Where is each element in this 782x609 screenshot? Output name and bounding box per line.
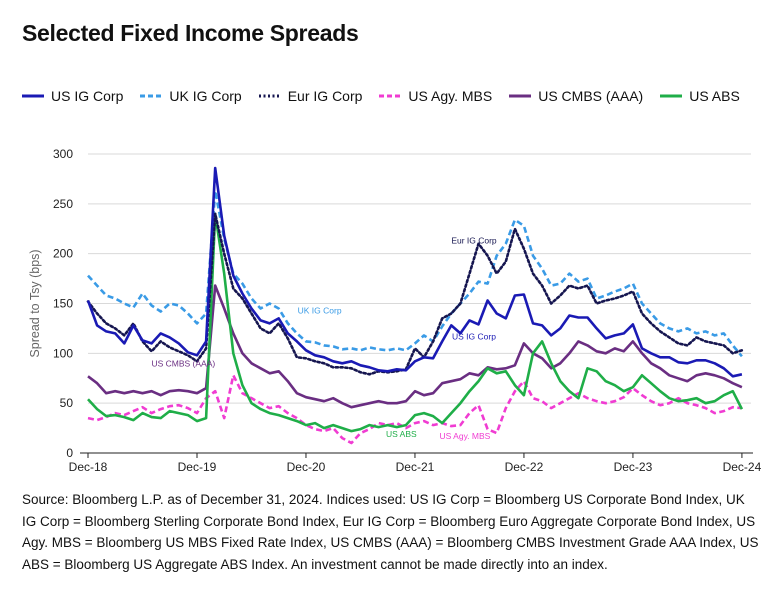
legend-item-uk-ig-corp: UK IG Corp <box>140 88 242 104</box>
annotation-label: US Agy. MBS <box>439 431 490 441</box>
legend-swatch-us-abs <box>660 94 683 98</box>
series-line-us-abs <box>87 212 744 433</box>
y-tick-label: 300 <box>53 147 73 161</box>
x-tick-label: Dec-24 <box>723 460 762 474</box>
x-tick-label: Dec-21 <box>396 460 435 474</box>
series-line-eur-ig-corp <box>86 212 744 376</box>
legend-label: US ABS <box>689 88 740 104</box>
legend-item-us-cmbs-aaa: US CMBS (AAA) <box>509 88 643 104</box>
y-tick-label: 50 <box>60 396 74 410</box>
legend-swatch-us-agy-mbs <box>379 94 402 98</box>
annotation-label: UK IG Corp <box>298 305 342 315</box>
x-tick-label: Dec-22 <box>505 460 544 474</box>
legend-label: UK IG Corp <box>169 88 242 104</box>
annotation-label: US CMBS (AAA) <box>151 358 215 368</box>
annotation-label: US IG Corp <box>452 331 496 341</box>
legend-item-us-ig-corp: US IG Corp <box>22 88 123 104</box>
series-line-uk-ig-corp <box>87 189 743 358</box>
legend-swatch-uk-ig-corp <box>140 94 163 98</box>
legend-swatch-eur-ig-corp <box>258 94 281 98</box>
legend-item-us-agy-mbs: US Agy. MBS <box>379 88 492 104</box>
legend-label: Eur IG Corp <box>287 88 363 104</box>
spreads-line-chart: 0 50 100 150 200 250 300 Dec-18 Dec-19 Dec-20 Dec-… <box>28 147 762 474</box>
y-tick-label: 150 <box>53 297 73 311</box>
y-tick-label: 0 <box>66 446 73 460</box>
x-tick-label: Dec-23 <box>614 460 653 474</box>
source-note: Source: Bloomberg L.P. as of December 31… <box>22 492 759 572</box>
chart-title: Selected Fixed Income Spreads <box>22 20 359 46</box>
legend-swatch-us-cmbs-aaa <box>509 94 532 98</box>
legend-label: US CMBS (AAA) <box>538 88 644 104</box>
y-tick-label: 200 <box>53 247 73 261</box>
annotation-label: Eur IG Corp <box>451 236 497 246</box>
chart-legend: US IG Corp UK IG Corp Eur IG Corp US Agy… <box>22 88 757 104</box>
legend-item-us-abs: US ABS <box>660 88 740 104</box>
legend-item-eur-ig-corp: Eur IG Corp <box>258 88 363 104</box>
series-line-us-agy-mbs <box>87 373 743 445</box>
annotation-label: US ABS <box>386 429 417 439</box>
legend-label: US Agy. MBS <box>408 88 493 104</box>
y-axis-title: Spread to Tsy (bps) <box>28 249 42 357</box>
series-line-us-ig-corp <box>86 166 743 378</box>
y-tick-label: 250 <box>53 197 73 211</box>
series-line-us-cmbs-aaa <box>87 284 743 409</box>
x-tick-label: Dec-19 <box>178 460 217 474</box>
legend-swatch-us-ig-corp <box>22 94 44 98</box>
y-tick-label: 100 <box>53 346 73 360</box>
legend-label: US IG Corp <box>51 88 124 104</box>
x-tick-label: Dec-18 <box>69 460 108 474</box>
x-tick-label: Dec-20 <box>287 460 326 474</box>
